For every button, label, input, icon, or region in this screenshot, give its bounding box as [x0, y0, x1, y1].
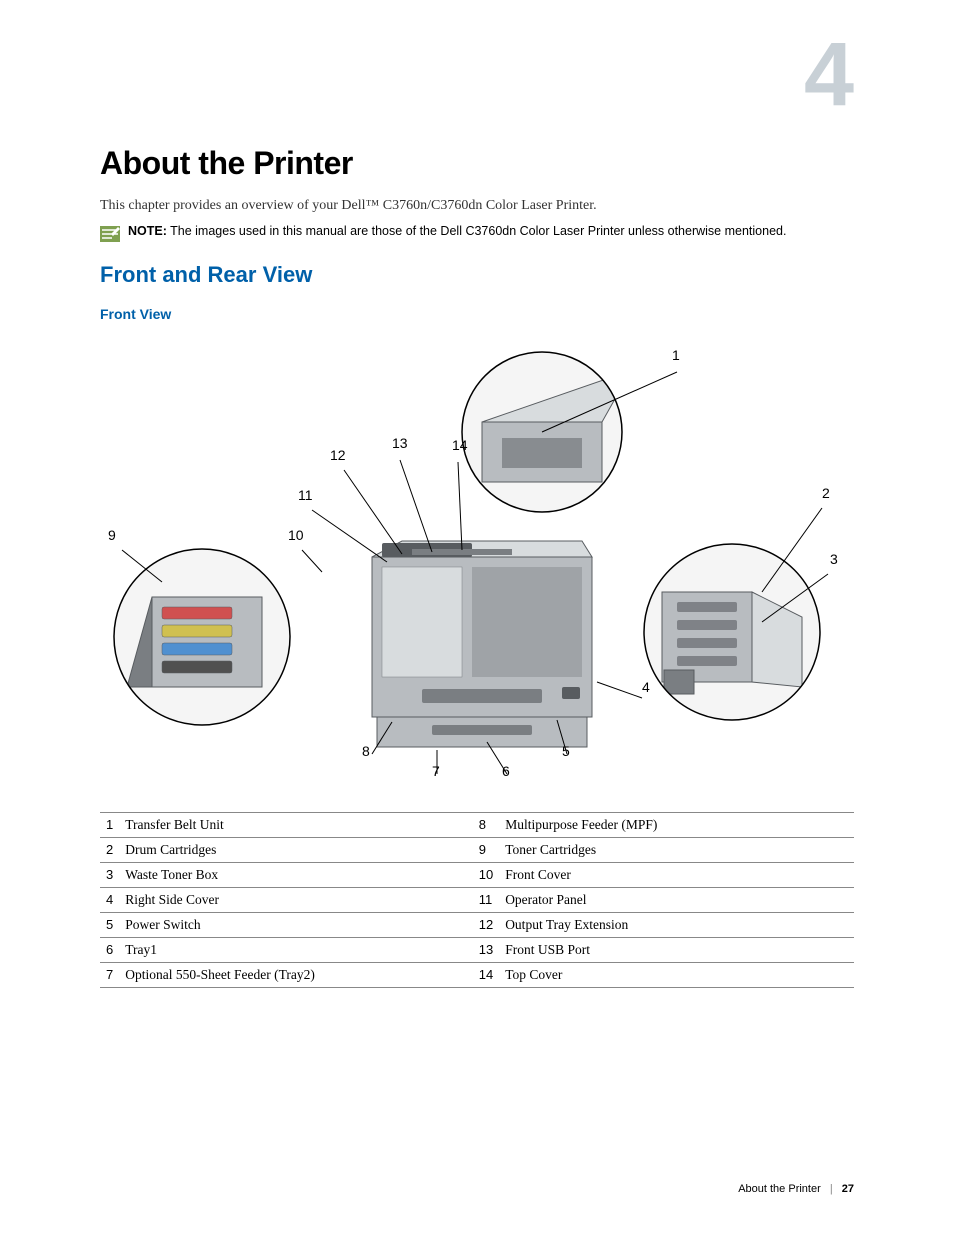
svg-text:1: 1 — [672, 347, 680, 363]
part-label: Operator Panel — [499, 888, 854, 913]
note-body: The images used in this manual are those… — [170, 224, 786, 238]
page-footer: About the Printer | 27 — [738, 1183, 854, 1195]
svg-text:13: 13 — [392, 435, 408, 451]
table-row: 1Transfer Belt Unit8Multipurpose Feeder … — [100, 813, 854, 838]
svg-text:11: 11 — [298, 487, 313, 503]
part-number: 9 — [473, 838, 499, 863]
page-title: About the Printer — [100, 145, 854, 182]
note-callout: NOTE: The images used in this manual are… — [100, 224, 854, 242]
part-label: Drum Cartridges — [119, 838, 472, 863]
part-label: Tray1 — [119, 938, 472, 963]
svg-text:12: 12 — [330, 447, 346, 463]
part-number: 13 — [473, 938, 499, 963]
note-icon — [100, 226, 120, 242]
svg-text:4: 4 — [642, 679, 650, 695]
svg-text:10: 10 — [288, 527, 304, 543]
note-label: NOTE: — [128, 224, 167, 238]
part-label: Multipurpose Feeder (MPF) — [499, 813, 854, 838]
part-number: 5 — [100, 913, 119, 938]
intro-text: This chapter provides an overview of you… — [100, 198, 854, 214]
part-number: 11 — [473, 888, 499, 913]
footer-text: About the Printer — [738, 1183, 821, 1195]
part-number: 3 — [100, 863, 119, 888]
part-label: Top Cover — [499, 963, 854, 988]
table-row: 3Waste Toner Box10Front Cover — [100, 863, 854, 888]
svg-text:3: 3 — [830, 551, 838, 567]
part-number: 6 — [100, 938, 119, 963]
printer-diagram: 1234567891011121314 — [102, 332, 852, 792]
part-label: Right Side Cover — [119, 888, 472, 913]
svg-text:2: 2 — [822, 485, 830, 501]
footer-separator: | — [830, 1183, 833, 1195]
part-number: 14 — [473, 963, 499, 988]
part-number: 7 — [100, 963, 119, 988]
part-number: 10 — [473, 863, 499, 888]
table-row: 2Drum Cartridges9Toner Cartridges — [100, 838, 854, 863]
part-label: Output Tray Extension — [499, 913, 854, 938]
footer-page-number: 27 — [842, 1183, 854, 1195]
table-row: 4Right Side Cover11Operator Panel — [100, 888, 854, 913]
note-text: NOTE: The images used in this manual are… — [128, 224, 786, 238]
table-row: 6Tray113Front USB Port — [100, 938, 854, 963]
diagram-svg: 1234567891011121314 — [102, 332, 852, 792]
svg-text:14: 14 — [452, 437, 468, 453]
part-number: 12 — [473, 913, 499, 938]
part-label: Power Switch — [119, 913, 472, 938]
parts-table: 1Transfer Belt Unit8Multipurpose Feeder … — [100, 812, 854, 988]
part-number: 4 — [100, 888, 119, 913]
subsection-heading-front-view: Front View — [100, 306, 854, 322]
section-heading-front-rear: Front and Rear View — [100, 262, 854, 288]
part-number: 1 — [100, 813, 119, 838]
svg-text:7: 7 — [432, 763, 440, 779]
part-label: Waste Toner Box — [119, 863, 472, 888]
table-row: 7Optional 550-Sheet Feeder (Tray2)14Top … — [100, 963, 854, 988]
part-number: 2 — [100, 838, 119, 863]
svg-text:9: 9 — [108, 527, 116, 543]
table-row: 5Power Switch12Output Tray Extension — [100, 913, 854, 938]
svg-text:8: 8 — [362, 743, 370, 759]
part-number: 8 — [473, 813, 499, 838]
part-label: Transfer Belt Unit — [119, 813, 472, 838]
part-label: Toner Cartridges — [499, 838, 854, 863]
svg-text:6: 6 — [502, 763, 510, 779]
part-label: Optional 550-Sheet Feeder (Tray2) — [119, 963, 472, 988]
part-label: Front USB Port — [499, 938, 854, 963]
chapter-number: 4 — [804, 30, 854, 120]
svg-text:5: 5 — [562, 743, 570, 759]
part-label: Front Cover — [499, 863, 854, 888]
